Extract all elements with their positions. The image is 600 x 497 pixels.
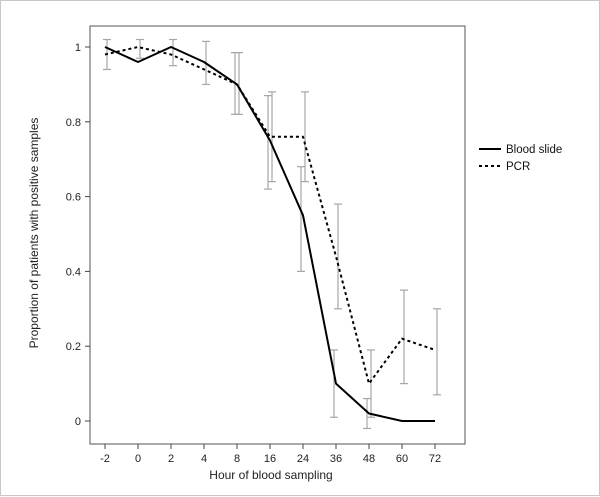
y-tick-label: 0.2 (66, 341, 81, 353)
y-tick-label: 1 (75, 42, 81, 54)
series-lines (104, 46, 436, 422)
y-tick-label: 0.4 (66, 266, 81, 278)
x-tick-label: 48 (363, 453, 375, 465)
x-axis-title: Hour of blood sampling (209, 468, 332, 482)
x-tick-label: 24 (297, 453, 309, 465)
x-tick-label: 36 (330, 453, 342, 465)
x-tick-label: 8 (234, 453, 240, 465)
y-tick-label: 0.8 (66, 117, 81, 129)
y-tick-label: 0 (75, 416, 81, 428)
x-tick-label: 16 (264, 453, 276, 465)
x-tick-label: 0 (135, 453, 141, 465)
y-tick-label: 0.6 (66, 192, 81, 204)
series-line-pcr (104, 46, 436, 385)
axes-layer: 00.20.40.60.81-2 0 2 4 8 16 24 36 48 60 72 (66, 42, 441, 465)
x-tick-label: 72 (429, 453, 441, 465)
error-bars (103, 38, 441, 430)
legend-label-pcr: PCR (506, 161, 530, 173)
legend-label-blood-slide: Blood slide (506, 144, 562, 156)
x-tick-label: 4 (201, 453, 207, 465)
plot-frame (89, 25, 466, 445)
x-tick-label: 2 (168, 453, 174, 465)
y-axis-title: Proportion of patients with positive sam… (27, 118, 41, 349)
x-tick-label: -2 (100, 453, 110, 465)
legend: Blood slide PCR (479, 144, 562, 173)
x-tick-label: 60 (396, 453, 408, 465)
